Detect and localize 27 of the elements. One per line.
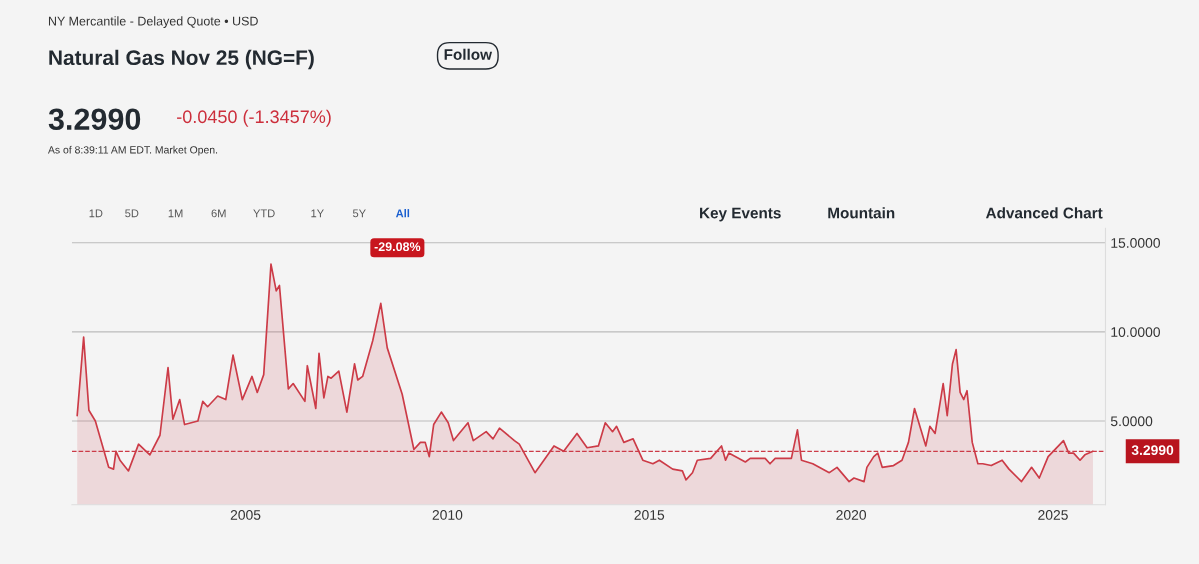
x-tick-label: 2010	[432, 510, 463, 520]
chart-title: Natural Gas Nov 25 (NG=F)	[49, 49, 314, 70]
chart-subtitle: NY Mercantile - Delayed Quote • USD	[48, 16, 258, 28]
text: 5D	[125, 209, 139, 218]
text: 1Y	[311, 209, 324, 218]
text: Key Events	[700, 207, 781, 222]
x-tick-label: 2025	[1038, 510, 1068, 520]
text: Mountain	[828, 207, 895, 219]
x-tick-label: 2020	[836, 510, 867, 520]
text: 1M	[168, 209, 183, 218]
ref-line-label: 3.2990	[1131, 445, 1174, 456]
text: 3.2990	[48, 108, 141, 131]
text: Follow	[444, 48, 493, 60]
annotation: -29.08%	[374, 242, 421, 252]
text: Advanced Chart	[985, 207, 1103, 219]
text: All	[395, 209, 410, 218]
x-tick-label: 2005	[230, 510, 261, 520]
y-tick-label: 5.0000	[1110, 416, 1153, 427]
y-tick-label: 15.0000	[1111, 238, 1160, 248]
text: -0.0450 (-1.3457%)	[177, 109, 331, 127]
text: 1D	[89, 209, 103, 218]
text: 6M	[211, 209, 226, 218]
y-tick-label: 10.0000	[1111, 327, 1160, 337]
text: 5Y	[352, 209, 366, 218]
x-tick-label: 2015	[634, 510, 665, 520]
text: YTD	[253, 209, 275, 218]
text: As of 8:39:11 AM EDT. Market Open.	[47, 145, 218, 156]
